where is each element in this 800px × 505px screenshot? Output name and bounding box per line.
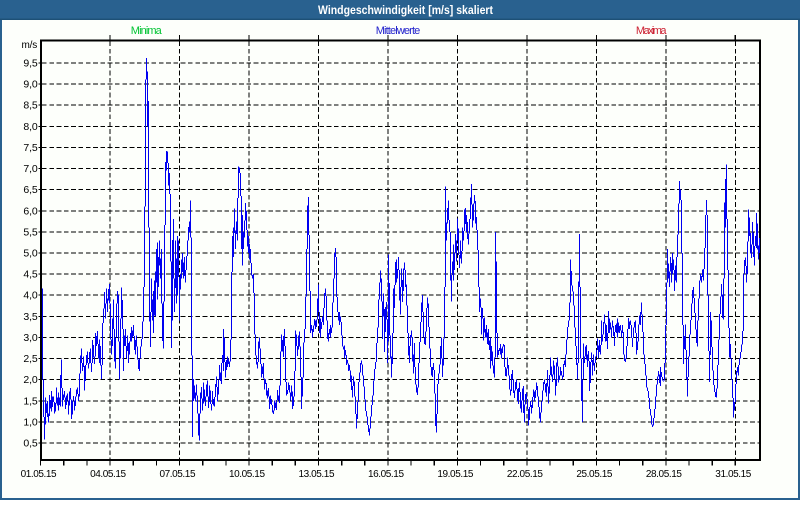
svg-text:0,5: 0,5 [23, 438, 37, 450]
svg-text:Minima: Minima [131, 25, 163, 37]
svg-text:Maxima: Maxima [636, 25, 667, 37]
svg-text:16.05.15: 16.05.15 [368, 469, 404, 480]
svg-text:2,0: 2,0 [23, 374, 37, 386]
svg-text:4,5: 4,5 [23, 269, 37, 281]
svg-text:m/s: m/s [22, 40, 38, 51]
svg-text:8,0: 8,0 [23, 121, 37, 133]
svg-text:19.05.15: 19.05.15 [437, 469, 473, 480]
svg-text:6,0: 6,0 [23, 205, 37, 217]
svg-text:8,5: 8,5 [23, 100, 37, 112]
svg-text:6,5: 6,5 [23, 184, 37, 196]
svg-text:13.05.15: 13.05.15 [299, 469, 335, 480]
svg-text:25.05.15: 25.05.15 [576, 469, 612, 480]
svg-text:3,5: 3,5 [23, 311, 37, 323]
svg-text:7,5: 7,5 [23, 142, 37, 154]
svg-text:4,0: 4,0 [23, 290, 37, 302]
svg-text:1,0: 1,0 [23, 416, 37, 428]
svg-text:22.05.15: 22.05.15 [507, 469, 543, 480]
svg-text:9,5: 9,5 [23, 58, 37, 70]
svg-text:04.05.15: 04.05.15 [90, 469, 126, 480]
svg-text:28.05.15: 28.05.15 [646, 469, 682, 480]
svg-text:1,5: 1,5 [23, 395, 37, 407]
svg-text:07.05.15: 07.05.15 [160, 469, 196, 480]
svg-text:31.05.15: 31.05.15 [715, 469, 751, 480]
svg-text:Windgeschwindigkeit [m/s] skal: Windgeschwindigkeit [m/s] skaliert [318, 3, 493, 17]
svg-text:10.05.15: 10.05.15 [229, 469, 265, 480]
svg-text:2,5: 2,5 [23, 353, 37, 365]
svg-text:Mittelwerte: Mittelwerte [376, 25, 421, 37]
svg-text:7,0: 7,0 [23, 163, 37, 175]
svg-text:9,0: 9,0 [23, 79, 37, 91]
svg-text:5,0: 5,0 [23, 248, 37, 260]
svg-text:01.05.15: 01.05.15 [21, 469, 57, 480]
svg-text:5,5: 5,5 [23, 226, 37, 238]
svg-text:3,0: 3,0 [23, 332, 37, 344]
